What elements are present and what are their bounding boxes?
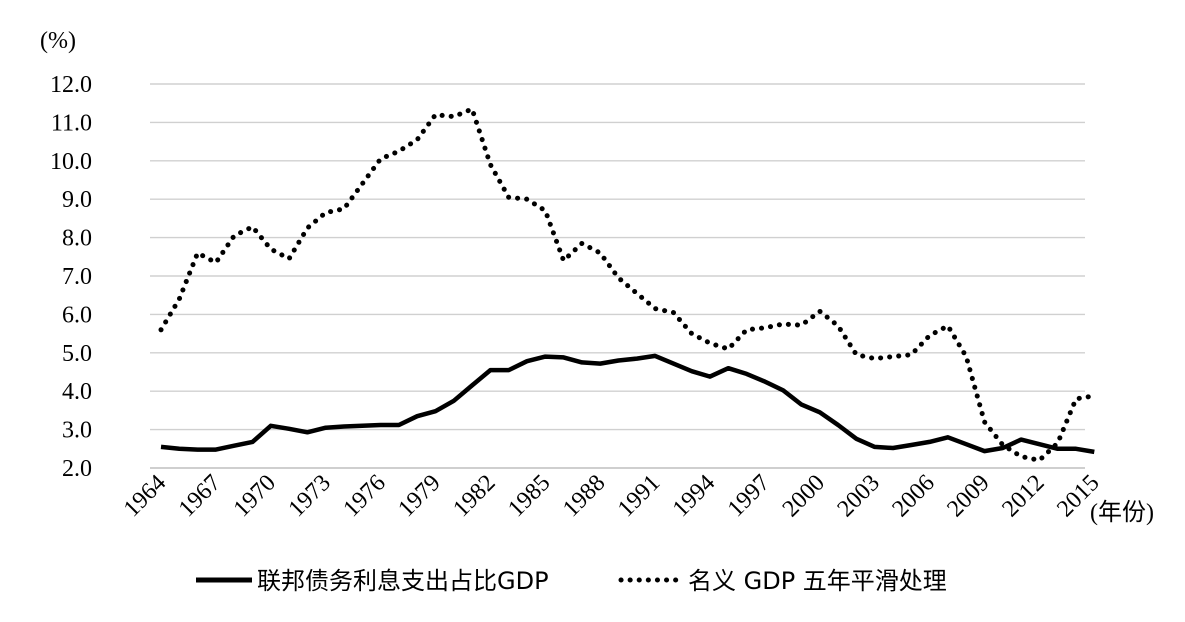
x-axis-tick-labels: 1964 1967 1970 1973 1976 1979 1982 1985 1988 1991… <box>119 470 1105 522</box>
x-tick-label: 2012 <box>997 470 1049 522</box>
y-tick-label: 7.0 <box>62 264 92 290</box>
y-tick-label: 6.0 <box>62 302 92 328</box>
x-tick-label: 1985 <box>503 470 555 522</box>
y-tick-label: 10.0 <box>50 149 92 175</box>
x-tick-label: 1979 <box>393 470 445 522</box>
x-tick-label: 1976 <box>339 470 391 522</box>
x-tick-label: 2003 <box>833 470 885 522</box>
series-line-interest <box>160 353 1095 455</box>
legend-label-gdp: 名义 GDP 五年平滑处理 <box>688 567 947 595</box>
y-tick-label: 2.0 <box>62 456 92 482</box>
legend-label-interest: 联邦债务利息支出占比GDP <box>257 567 549 595</box>
y-tick-label: 8.0 <box>62 226 92 252</box>
x-tick-label: 1973 <box>284 470 336 522</box>
series-lines <box>158 106 1097 463</box>
x-tick-label: 2009 <box>942 470 994 522</box>
series-line-gdp <box>158 106 1097 463</box>
y-tick-label: 12.0 <box>50 72 92 98</box>
x-tick-label: 1994 <box>668 470 720 522</box>
y-tick-label: 11.0 <box>51 110 92 136</box>
x-tick-label: 1988 <box>558 470 610 522</box>
x-tick-label: 1964 <box>119 470 171 522</box>
x-tick-label: 1967 <box>174 470 226 522</box>
x-tick-label: 2000 <box>778 470 830 522</box>
x-axis-unit-label: (年份) <box>1090 499 1154 526</box>
y-tick-label: 3.0 <box>62 418 92 444</box>
y-tick-label: 4.0 <box>62 379 92 405</box>
x-tick-label: 1997 <box>723 470 775 522</box>
legend: 联邦债务利息支出占比GDP 名义 GDP 五年平滑处理 <box>196 567 947 595</box>
x-tick-label: 1991 <box>613 470 665 522</box>
y-tick-label: 5.0 <box>62 341 92 367</box>
y-axis-unit-label: (%) <box>40 28 76 54</box>
y-axis-tick-labels: 2.0 3.0 4.0 5.0 6.0 7.0 8.0 9.0 10.0 11.0 12.0 <box>50 72 92 482</box>
gridlines <box>150 83 1085 431</box>
x-tick-label: 1982 <box>448 470 500 522</box>
y-tick-label: 9.0 <box>62 187 92 213</box>
x-tick-label: 1970 <box>229 470 281 522</box>
x-tick-label: 2006 <box>888 470 940 522</box>
